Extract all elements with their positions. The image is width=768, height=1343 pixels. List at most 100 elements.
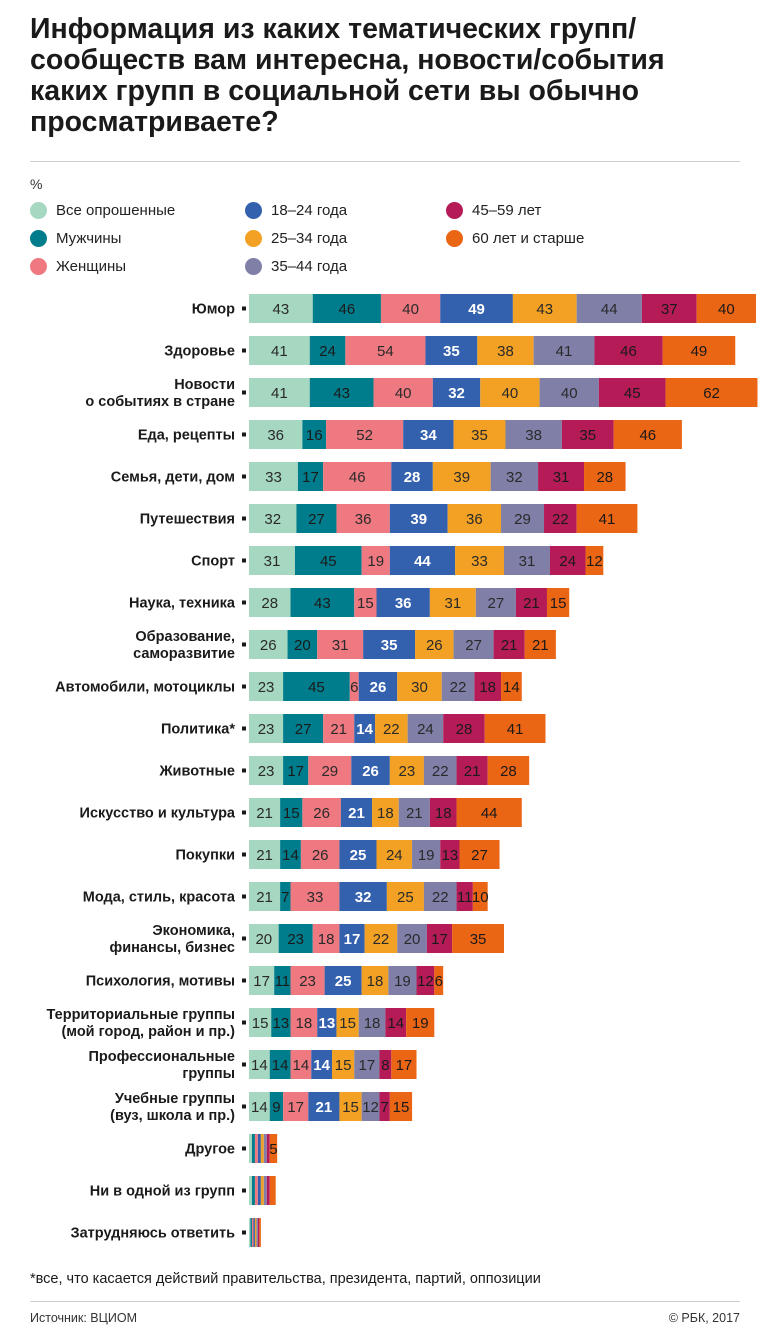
bar-value-label: 46 <box>620 343 637 360</box>
bar-segment <box>249 672 284 701</box>
bar-value-label: 36 <box>466 511 483 528</box>
bar-segment <box>345 336 426 365</box>
bar-value-label: 19 <box>367 553 384 570</box>
bar-segment <box>524 630 556 659</box>
bar-value-label: 41 <box>271 343 288 360</box>
category-marker <box>242 390 246 395</box>
bar-segment <box>263 1134 267 1163</box>
bar-segment <box>386 882 424 911</box>
bar-value-label: 45 <box>308 679 325 696</box>
bar-segment <box>423 882 457 911</box>
category-label: Образование, саморазвитие <box>133 629 235 662</box>
bar-segment <box>260 1134 264 1163</box>
bar-value-label: 17 <box>344 931 361 948</box>
bar-value-label: 27 <box>308 511 325 528</box>
bar-segment <box>297 462 324 491</box>
bar-value-label: 19 <box>418 847 435 864</box>
bar-segment <box>406 1008 435 1037</box>
legend-label: 35–44 года <box>271 258 348 275</box>
bar-value-label: 31 <box>264 553 281 570</box>
bar-value-label: 39 <box>453 469 470 486</box>
category-marker <box>242 768 246 773</box>
bar-segment <box>251 1176 255 1205</box>
bar-segment <box>283 714 324 743</box>
bar-segment <box>249 294 313 323</box>
bar-segment <box>339 882 387 911</box>
bar-segment <box>440 840 460 869</box>
bar-value-label: 14 <box>282 847 299 864</box>
bar-segment <box>549 546 586 575</box>
bar-segment <box>340 798 373 827</box>
bar-value-label: 8 <box>381 1057 389 1074</box>
bar-value-label: 24 <box>319 343 336 360</box>
category-marker <box>242 684 246 689</box>
bar-value-label: 15 <box>339 1015 356 1032</box>
bar-value-label: 26 <box>313 805 330 822</box>
category-label: Еда, рецепты <box>138 428 235 444</box>
chart-title: Информация из каких тематических групп/с… <box>30 13 665 138</box>
bar-value-label: 40 <box>718 301 735 318</box>
bar-value-label: 36 <box>355 511 372 528</box>
category-label: Другое <box>185 1142 235 1158</box>
bar-segment <box>280 882 291 911</box>
bar-value-label: 44 <box>414 553 431 570</box>
bar-value-label: 28 <box>500 763 517 780</box>
bar-value-label: 26 <box>426 637 443 654</box>
bar-segment <box>249 1050 270 1079</box>
category-label: Затрудняюсь ответить <box>71 1226 236 1242</box>
bar-value-label: 44 <box>481 805 498 822</box>
bar-value-label: 35 <box>443 343 460 360</box>
bar-segment <box>308 1092 340 1121</box>
category-marker <box>242 726 246 731</box>
bar-segment <box>290 882 340 911</box>
bar-segment <box>249 1134 252 1163</box>
bar-segment <box>250 1218 252 1247</box>
bar-value-label: 62 <box>703 385 720 402</box>
bar-value-label: 46 <box>339 301 356 318</box>
bar-value-label: 23 <box>299 973 316 990</box>
bar-segment <box>429 798 457 827</box>
bar-segment <box>415 630 454 659</box>
bar-segment <box>515 588 547 617</box>
bar-segment <box>290 1050 312 1079</box>
bar-value-label: 17 <box>302 469 319 486</box>
bar-segment <box>253 1218 255 1247</box>
bar-segment <box>326 420 404 449</box>
bar-segment <box>323 714 355 743</box>
bar-value-label: 18 <box>377 805 394 822</box>
bar-value-label: 23 <box>258 679 275 696</box>
category-marker <box>242 642 246 647</box>
bar-value-label: 21 <box>464 763 481 780</box>
category-label: Покупки <box>175 848 235 864</box>
bar-value-label: 41 <box>271 385 288 402</box>
category-label: Политика* <box>161 722 235 738</box>
bar-value-label: 28 <box>261 595 278 612</box>
bar-value-label: 15 <box>550 595 567 612</box>
bar-value-label: 15 <box>357 595 374 612</box>
bar-value-label: 21 <box>532 637 549 654</box>
bar-segment <box>441 672 475 701</box>
bar-segment <box>391 1050 417 1079</box>
legend-item-2: Мужчины <box>30 230 121 247</box>
bar-value-label: 27 <box>295 721 312 738</box>
bar-segment <box>538 462 585 491</box>
bar-value-label: 14 <box>272 1057 289 1074</box>
category-label: Мода, стиль, красота <box>83 890 236 906</box>
bar-value-label: 19 <box>412 1015 429 1032</box>
bar-value-label: 18 <box>318 931 335 948</box>
bar-value-label: 54 <box>377 343 394 360</box>
bar-value-label: 14 <box>313 1057 330 1074</box>
bar-value-label: 44 <box>601 301 618 318</box>
bar-value-label: 18 <box>364 1015 381 1032</box>
legend-label: 45–59 лет <box>472 202 542 219</box>
category-marker <box>242 516 246 521</box>
bar-value-label: 13 <box>442 847 459 864</box>
bar-value-label: 39 <box>410 511 427 528</box>
bar-segment <box>385 1008 407 1037</box>
bar-segment <box>389 504 448 533</box>
bar-segment <box>456 798 522 827</box>
legend-label: 25–34 года <box>271 230 348 247</box>
bar-segment <box>283 1092 309 1121</box>
bar-value-label: 35 <box>579 427 596 444</box>
bar-value-label: 6 <box>435 973 443 990</box>
